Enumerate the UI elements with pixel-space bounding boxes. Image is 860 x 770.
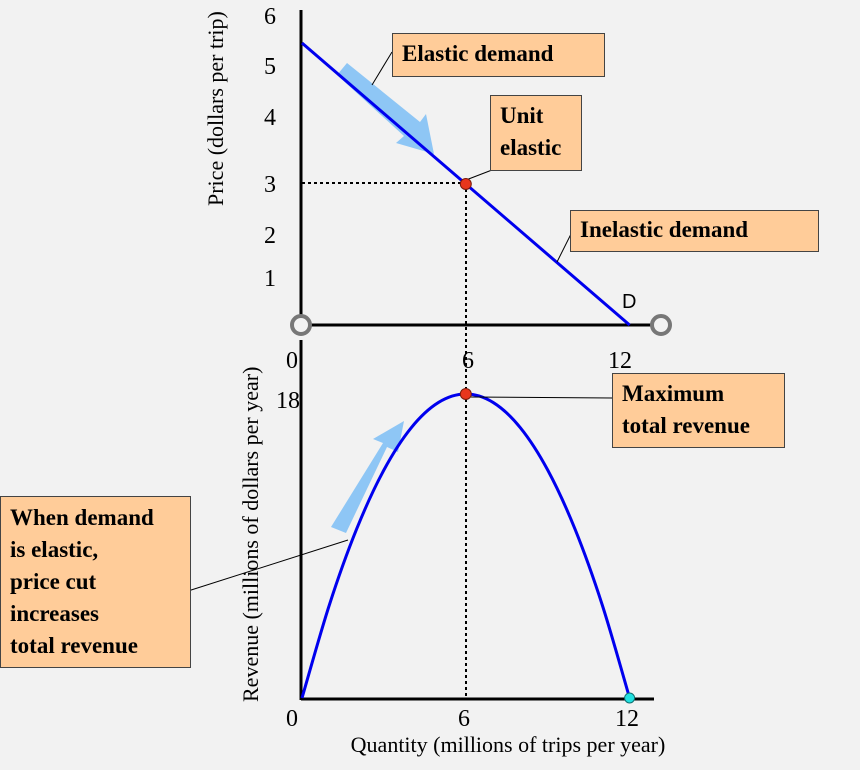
inelastic-demand-text: Inelastic demand	[580, 217, 749, 242]
quantity-axis-label: Quantity (millions of trips per year)	[351, 732, 666, 757]
elastic-direction-arrow	[337, 63, 434, 154]
axis-end-marker	[650, 314, 672, 336]
unit-elastic-line2: elastic	[500, 135, 562, 160]
elastic-revenue-line4: increases	[10, 601, 100, 626]
bottom-quantity-tick-label-6: 6	[458, 706, 470, 732]
revenue-direction-arrow	[331, 421, 404, 533]
top-quantity-tick-label-0: 0	[286, 348, 298, 374]
price-axis-label: Price (dollars per trip)	[203, 11, 228, 206]
max-revenue-line2: total revenue	[622, 413, 750, 438]
top-quantity-tick-label-12: 12	[608, 348, 632, 374]
elastic-revenue-line2: is elastic,	[10, 537, 99, 562]
max-revenue-line1: Maximum	[622, 381, 725, 406]
max-revenue-callout: Maximum total revenue	[612, 373, 785, 448]
elastic-revenue-line3: price cut	[10, 569, 97, 594]
revenue-tick-label-18: 18	[276, 388, 300, 414]
max-revenue-point	[459, 388, 472, 400]
unit-elastic-callout: Unit elastic	[490, 95, 582, 171]
unit-elastic-leader	[465, 169, 493, 181]
max-revenue-leader	[469, 396, 613, 399]
bottom-quantity-tick-label-12: 12	[615, 706, 639, 732]
elastic-revenue-line1: When demand	[10, 505, 154, 530]
price-tick-label-6: 6	[264, 4, 276, 30]
inelastic-leader	[556, 231, 573, 263]
elastic-revenue-leader	[187, 539, 349, 592]
price-tick-label-4: 4	[264, 105, 276, 131]
elastic-revenue-callout: When demand is elastic, price cut increa…	[0, 496, 191, 668]
price-tick-label-1: 1	[264, 266, 276, 292]
price-tick-label-5: 5	[264, 54, 276, 80]
price-tick-label-3: 3	[264, 172, 276, 198]
elastic-leader	[371, 51, 393, 86]
unit-elastic-point	[459, 178, 472, 190]
revenue-axis-label: Revenue (millions of dollars per year)	[238, 367, 263, 702]
bottom-quantity-tick-label-0: 0	[286, 706, 298, 732]
inelastic-demand-callout: Inelastic demand	[570, 210, 819, 252]
elastic-demand-callout: Elastic demand	[392, 33, 605, 77]
demand-curve-label: D	[622, 291, 636, 313]
elastic-revenue-line5: total revenue	[10, 633, 138, 658]
top-quantity-tick-label-6: 6	[462, 348, 474, 374]
revenue-end-point	[624, 692, 636, 704]
elastic-demand-text: Elastic demand	[402, 41, 554, 66]
unit-elastic-line1: Unit	[500, 103, 544, 128]
axis-origin-marker	[290, 314, 312, 336]
price-tick-label-2: 2	[264, 223, 276, 249]
